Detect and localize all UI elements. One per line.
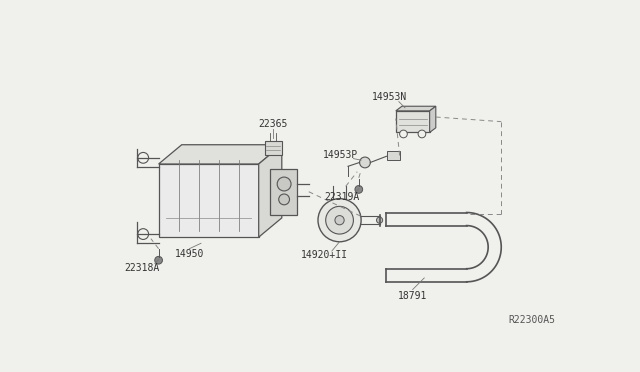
Polygon shape [270,169,297,215]
Circle shape [418,130,426,138]
Polygon shape [396,106,436,111]
Text: 14953N: 14953N [372,92,407,102]
Circle shape [355,186,363,193]
Circle shape [138,229,148,240]
Text: 14920+II: 14920+II [301,250,348,260]
Circle shape [399,130,407,138]
Text: 22319A: 22319A [324,192,360,202]
Circle shape [138,153,148,163]
Polygon shape [387,151,399,160]
Text: 22318A: 22318A [124,263,159,273]
Polygon shape [159,145,282,164]
Circle shape [277,177,291,191]
Circle shape [155,256,163,264]
Circle shape [318,199,361,242]
Circle shape [335,216,344,225]
Polygon shape [159,164,259,237]
Circle shape [279,194,289,205]
Text: 22365: 22365 [259,119,288,129]
Circle shape [360,157,371,168]
Text: 14950: 14950 [175,249,204,259]
Polygon shape [429,106,436,132]
Circle shape [326,206,353,234]
Polygon shape [259,145,282,237]
Polygon shape [396,111,429,132]
Text: R22300A5: R22300A5 [508,315,555,324]
Polygon shape [265,141,282,155]
Text: 14953P: 14953P [323,150,358,160]
Text: 18791: 18791 [398,291,428,301]
Circle shape [376,217,383,223]
